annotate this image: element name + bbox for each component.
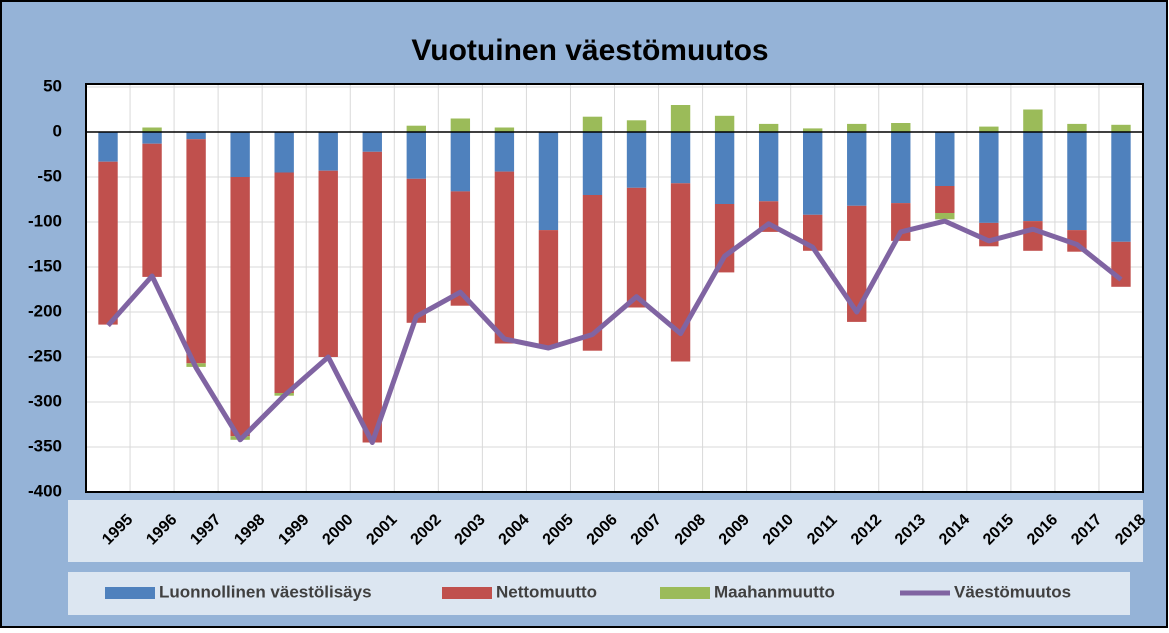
- y-tick-label: -150: [28, 256, 62, 275]
- bar: [979, 132, 999, 223]
- legend-label: Väestömuutos: [954, 582, 1071, 601]
- bar: [802, 132, 823, 215]
- bar: [758, 123, 779, 132]
- bar: [142, 143, 162, 277]
- y-tick-label: -400: [28, 481, 62, 500]
- bar: [230, 177, 250, 437]
- line: [106, 218, 1123, 445]
- bar: [582, 132, 603, 195]
- bar: [670, 183, 691, 362]
- bar: [98, 132, 118, 162]
- bar: [450, 191, 471, 306]
- bar: [318, 132, 338, 171]
- bar: [582, 195, 603, 351]
- bar: [1111, 124, 1131, 132]
- bar: [1023, 221, 1043, 251]
- legend-label: Maahanmuutto: [714, 582, 835, 601]
- bar: [935, 213, 955, 220]
- y-tick-label: -250: [28, 346, 62, 365]
- y-tick-label: -350: [28, 436, 62, 455]
- bar: [450, 132, 471, 192]
- bar: [406, 178, 427, 323]
- bar: [891, 123, 911, 132]
- bar: [758, 132, 779, 202]
- bar: [98, 161, 118, 325]
- bar: [274, 172, 294, 393]
- bar: [1111, 241, 1131, 287]
- bar: [714, 115, 735, 132]
- bar: [406, 132, 427, 179]
- bar: [362, 132, 382, 152]
- legend-swatch: [105, 587, 155, 599]
- bar: [626, 132, 647, 188]
- bar: [406, 125, 427, 132]
- bar: [582, 116, 603, 132]
- legend-label: Nettomuutto: [496, 582, 597, 601]
- bar: [362, 151, 382, 443]
- bar: [142, 132, 162, 144]
- bar: [979, 126, 999, 132]
- bar: [891, 132, 911, 204]
- legend-swatch: [660, 587, 710, 599]
- bar: [626, 187, 647, 308]
- y-tick-label: -200: [28, 301, 62, 320]
- y-tick-label: 0: [53, 121, 62, 140]
- y-tick-label: -100: [28, 211, 62, 230]
- x-axis-band: [68, 500, 1143, 562]
- bar: [1023, 109, 1043, 132]
- bar: [318, 170, 338, 357]
- bar: [847, 205, 867, 322]
- bar: [670, 105, 691, 132]
- bar: [538, 230, 559, 347]
- bar: [847, 123, 867, 132]
- bar: [494, 132, 515, 172]
- bar: [450, 118, 471, 132]
- bar: [714, 204, 735, 273]
- bar: [626, 120, 647, 132]
- chart-title: Vuotuinen väestömuutos: [411, 34, 768, 67]
- bar: [670, 132, 691, 184]
- plot-border: [85, 83, 1144, 493]
- bar: [1067, 123, 1087, 132]
- bar: [1023, 132, 1043, 222]
- y-tick-label: -300: [28, 391, 62, 410]
- bar: [714, 132, 735, 204]
- bar: [274, 132, 294, 173]
- bar: [538, 132, 559, 231]
- bar: [1111, 132, 1131, 242]
- bar: [186, 132, 206, 140]
- bar: [230, 132, 250, 177]
- legend-swatch: [442, 587, 492, 599]
- legend-label: Luonnollinen väestölisäys: [159, 582, 372, 601]
- bar: [935, 186, 955, 213]
- bar: [802, 128, 823, 132]
- y-tick-label: -50: [37, 166, 62, 185]
- bar: [186, 139, 206, 364]
- bar: [142, 127, 162, 132]
- bar: [494, 127, 515, 132]
- bar: [935, 132, 955, 186]
- bar: [494, 171, 515, 344]
- bar: [847, 132, 867, 206]
- bar: [1067, 132, 1087, 231]
- legend-box: [68, 572, 1130, 615]
- y-tick-label: 50: [43, 76, 62, 95]
